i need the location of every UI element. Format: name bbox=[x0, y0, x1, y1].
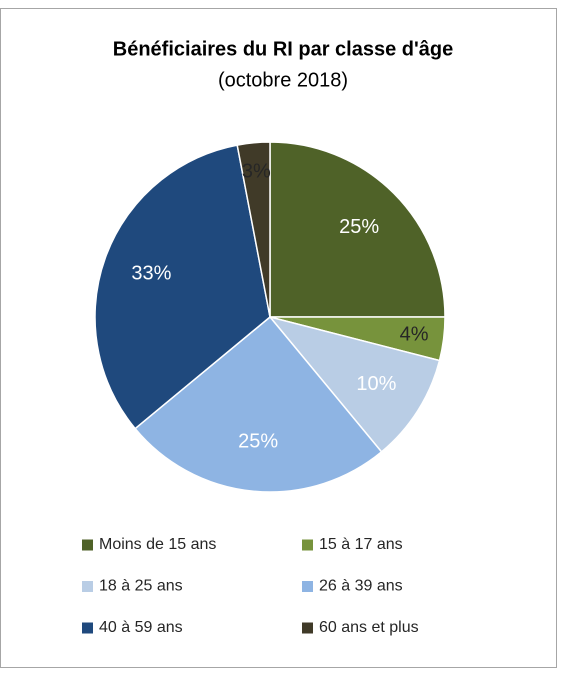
legend-label: 60 ans et plus bbox=[319, 619, 419, 636]
legend-label: 40 à 59 ans bbox=[99, 619, 183, 636]
pie-slice bbox=[94, 144, 271, 430]
legend-label: 15 à 17 ans bbox=[319, 536, 403, 553]
legend-swatch bbox=[302, 622, 313, 634]
data-label: 33% bbox=[131, 263, 171, 285]
data-label: 25% bbox=[238, 431, 278, 453]
legend-swatch bbox=[82, 539, 93, 551]
legend-label: 18 à 25 ans bbox=[99, 578, 183, 595]
chart-title: Bénéficiaires du RI par classe d'âge bbox=[113, 38, 453, 60]
chart-subtitle: (octobre 2018) bbox=[218, 69, 348, 91]
pie-slice bbox=[236, 141, 271, 318]
legend-label: Moins de 15 ans bbox=[99, 536, 216, 553]
legend-swatch bbox=[82, 622, 93, 634]
pie-slice bbox=[267, 315, 441, 453]
legend-swatch bbox=[302, 539, 313, 551]
legend-swatch bbox=[302, 581, 313, 592]
data-label: 25% bbox=[339, 216, 379, 238]
legend-label: 26 à 39 ans bbox=[319, 578, 403, 595]
legend-swatch bbox=[82, 581, 93, 592]
data-label: 3% bbox=[242, 161, 271, 183]
pie-slice bbox=[134, 315, 383, 493]
data-label: 4% bbox=[400, 323, 429, 345]
data-label: 10% bbox=[356, 373, 396, 395]
pie-slice bbox=[269, 141, 446, 318]
